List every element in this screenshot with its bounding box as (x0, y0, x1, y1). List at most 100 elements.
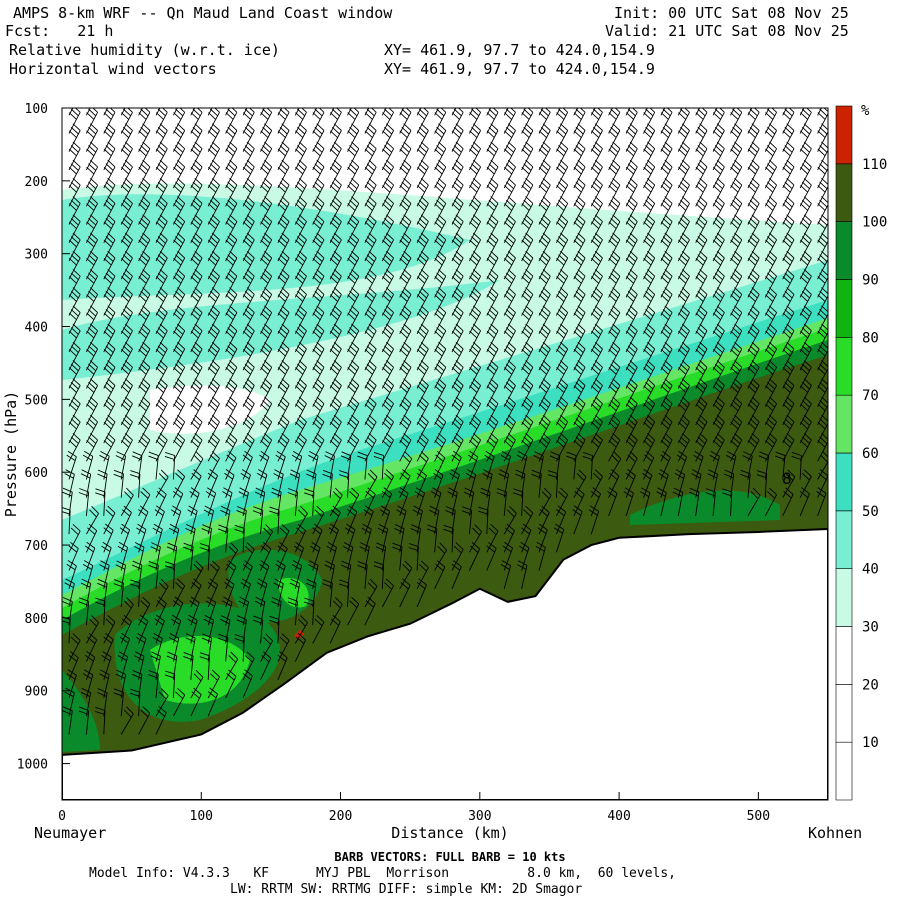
wind-barb (138, 196, 151, 225)
wind-barb (625, 123, 638, 152)
wind-barb (155, 177, 168, 207)
wind-barb (164, 451, 176, 480)
wind-barb (242, 396, 255, 426)
wind-barb (277, 378, 290, 407)
wind-barb (338, 579, 350, 608)
wind-barb (590, 123, 603, 152)
wind-barb (695, 232, 708, 262)
wind-barb (747, 360, 760, 389)
wind-barb (608, 287, 621, 316)
wind-barb (242, 108, 255, 134)
wind-barb (677, 341, 690, 371)
wind-barb (101, 541, 112, 571)
wind-barb (155, 688, 169, 717)
wind-barb (416, 396, 429, 426)
wind-barb (138, 341, 151, 371)
wind-barb (556, 396, 569, 426)
wind-barb (242, 269, 255, 298)
wind-barb (86, 432, 98, 462)
wind-barb (86, 396, 98, 426)
wind-barb (138, 432, 151, 462)
wind-barb (817, 378, 828, 407)
wind-barb (138, 305, 151, 335)
wind-barb (573, 287, 586, 316)
wind-barb (120, 432, 133, 462)
wind-barb (310, 541, 321, 571)
wind-barb (86, 378, 98, 407)
wind-barb (155, 141, 168, 171)
wind-barb (799, 360, 812, 389)
wind-barb (434, 108, 447, 134)
wind-barb (566, 451, 577, 480)
wind-barb (538, 214, 551, 244)
wind-barb (148, 451, 159, 480)
wind-barb (364, 177, 377, 207)
wind-barb (416, 108, 429, 134)
wind-barb (416, 232, 429, 262)
wind-barb (590, 177, 603, 207)
wind-barb (347, 250, 360, 280)
wind-barb (521, 177, 534, 207)
wind-barb (329, 414, 342, 444)
wind-barb (97, 688, 108, 717)
wind-barb (764, 269, 777, 298)
wind-barb (164, 561, 176, 589)
wind-barb (756, 470, 768, 498)
wind-barb (190, 414, 203, 444)
wind-barb (115, 560, 127, 589)
wind-barb (329, 378, 342, 407)
wind-barb (817, 123, 828, 152)
wind-barb (364, 360, 377, 389)
wind-barb (747, 177, 760, 207)
y-tick-label: 700 (25, 539, 48, 554)
wind-barb (359, 542, 370, 571)
colorbar-swatch (835, 626, 853, 685)
wind-barb (399, 396, 412, 426)
wind-barb (190, 287, 203, 316)
wind-barb (364, 378, 377, 407)
wind-barb (445, 506, 456, 535)
wind-barb (469, 287, 481, 316)
wind-barb (225, 378, 238, 407)
wind-barb (294, 305, 307, 335)
wind-barb (695, 378, 708, 407)
wind-barb (712, 360, 725, 389)
colorbar-label: 110 (862, 157, 887, 173)
wind-barb (277, 523, 290, 553)
colorbar: 10 20 30 40 50 60 70 80 90 100 110 (835, 105, 887, 801)
wind-barb (242, 287, 255, 316)
wind-barb (764, 432, 777, 462)
wind-barb (68, 305, 81, 335)
wind-barb (289, 578, 301, 608)
wind-barb (625, 196, 638, 225)
wind-barb (469, 524, 482, 553)
wind-barb (573, 159, 586, 189)
wind-barb (521, 323, 534, 353)
wind-barb (521, 214, 534, 244)
wind-barb (338, 470, 350, 498)
wind-barb (242, 232, 255, 262)
wind-barb (260, 250, 273, 280)
wind-barb (721, 488, 733, 516)
wind-barb (155, 341, 168, 371)
wind-barb (660, 141, 673, 171)
wind-barb (608, 141, 621, 171)
wind-barb (799, 469, 812, 498)
wind-barb (480, 487, 491, 516)
wind-barb (695, 177, 708, 207)
wind-barb (138, 123, 151, 152)
wind-barb (225, 141, 238, 171)
wind-barb (695, 432, 708, 462)
wind-barb (782, 414, 795, 444)
wind-barb (347, 487, 360, 517)
wind-barb (277, 159, 290, 189)
wind-barb (709, 450, 720, 480)
wind-barb (392, 542, 403, 571)
wind-barb (730, 360, 743, 389)
wind-barb (347, 305, 360, 335)
y-tick-label: 100 (25, 102, 48, 117)
wind-barb (538, 414, 551, 444)
wind-barb (747, 250, 760, 280)
wind-barb (730, 269, 743, 298)
wind-barb (304, 488, 315, 516)
